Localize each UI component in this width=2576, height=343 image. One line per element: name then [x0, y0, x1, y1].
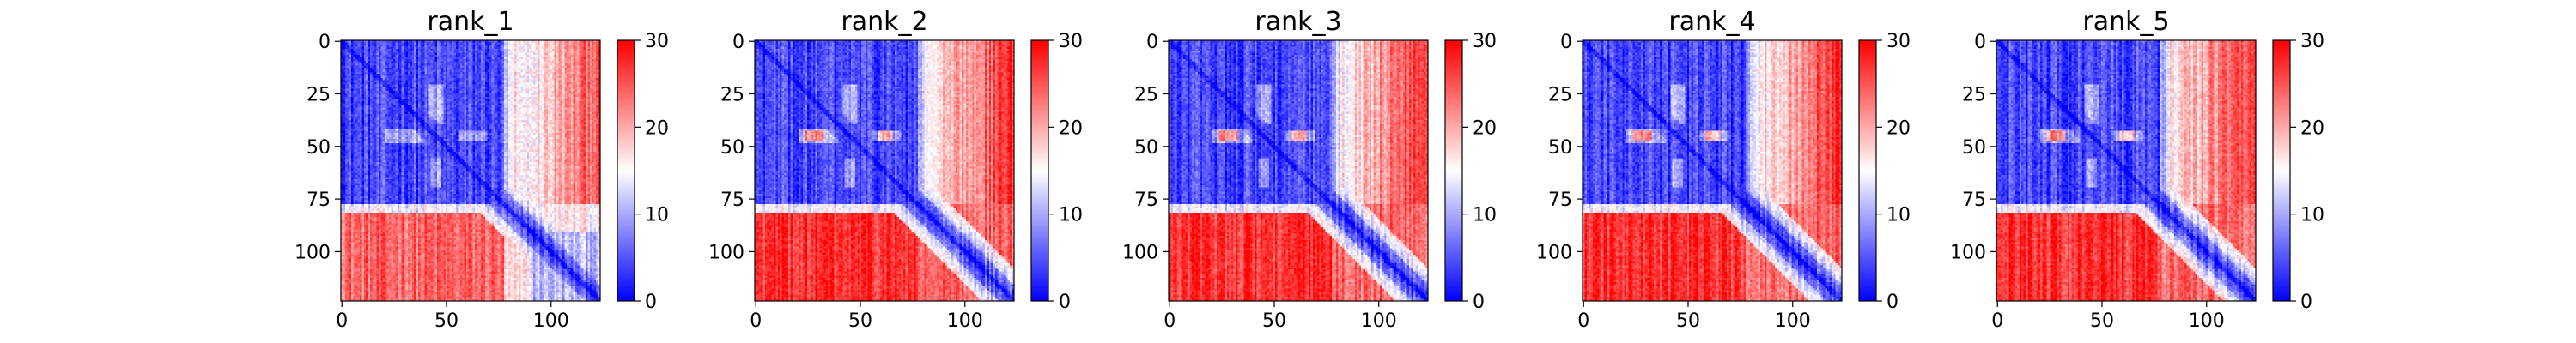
y-tick-label: 0: [319, 32, 331, 53]
panel-title: rank_5: [2082, 7, 2169, 37]
colorbar-tick-label: 0: [1886, 292, 1899, 313]
panel-3: rank_3 0 50 100 0 25 50 75 100 0 10 20 30: [1122, 7, 1497, 332]
colorbar-tick-label: 30: [1886, 31, 1911, 52]
colorbar-tick-label: 10: [2300, 205, 2324, 226]
y-tick-label: 100: [1950, 242, 1986, 263]
y-tick-label: 25: [1962, 85, 1986, 106]
y-tick-label: 0: [1974, 32, 1986, 53]
y-tick-label: 75: [1134, 190, 1158, 211]
x-tick-label: 50: [1262, 310, 1286, 332]
y-tick-label: 25: [720, 85, 744, 106]
colorbar-frame: [1444, 39, 1463, 302]
y-tick-label: 50: [1134, 137, 1158, 159]
heatmap-image: [1996, 40, 2256, 301]
heatmap-image: [1583, 40, 1842, 301]
colorbar-tick-label: 0: [645, 292, 657, 313]
y-tick-label: 75: [307, 190, 331, 211]
axes-frame: [340, 39, 601, 302]
colorbar-tick-label: 30: [645, 31, 669, 52]
colorbar-tick-label: 0: [1059, 292, 1071, 313]
colorbar-tick-label: 20: [1886, 117, 1911, 139]
x-tick-label: 0: [1577, 310, 1589, 332]
x-tick-label: 0: [336, 310, 348, 332]
x-tick-label: 0: [750, 310, 762, 332]
panel-1: rank_1 0 50 100 0 25 50 75 100 0 10 20 30: [295, 7, 669, 332]
y-tick-label: 25: [307, 85, 331, 106]
panel-title: rank_2: [841, 7, 927, 37]
colorbar: [617, 40, 635, 301]
y-tick-label: 0: [1146, 32, 1158, 53]
colorbar: [1031, 40, 1048, 301]
y-tick-label: 50: [1962, 137, 1986, 159]
y-tick-label: 75: [1962, 190, 1986, 211]
colorbar-tick-label: 0: [1473, 292, 1485, 313]
x-tick-label: 50: [2090, 310, 2114, 332]
colorbar: [2273, 40, 2290, 301]
panel-5: rank_5 0 50 100 0 25 50 75 100 0 10 20 30: [1950, 7, 2324, 332]
y-tick-label: 50: [307, 137, 331, 159]
y-tick-label: 100: [1536, 242, 1572, 263]
y-tick-label: 0: [1560, 32, 1572, 53]
y-tick-label: 75: [1548, 190, 1572, 211]
colorbar-tick-label: 10: [645, 205, 669, 226]
y-tick-label: 50: [1548, 137, 1572, 159]
heatmap-image: [755, 40, 1014, 301]
y-tick-label: 25: [1548, 85, 1572, 106]
axes-frame: [1582, 39, 1843, 302]
colorbar-frame: [1858, 39, 1877, 302]
panel-title: rank_1: [427, 7, 513, 37]
axes-frame: [1996, 39, 2257, 302]
colorbar-tick-label: 30: [2300, 31, 2324, 52]
panel-2: rank_2 0 50 100 0 25 50 75 100 0 10 20 30: [708, 7, 1083, 332]
colorbar-tick-label: 30: [1059, 31, 1083, 52]
x-tick-label: 0: [1163, 310, 1176, 332]
x-tick-label: 0: [1991, 310, 2003, 332]
y-tick-label: 0: [732, 32, 744, 53]
colorbar-frame: [617, 39, 635, 302]
heatmap-image: [1169, 40, 1428, 301]
colorbar-tick-label: 10: [1886, 205, 1911, 226]
x-tick-label: 50: [434, 310, 459, 332]
y-tick-label: 100: [1122, 242, 1158, 263]
colorbar-tick-label: 20: [1473, 117, 1497, 139]
axes-frame: [754, 39, 1015, 302]
x-tick-label: 50: [1676, 310, 1700, 332]
axes-frame: [1168, 39, 1429, 302]
colorbar-tick-label: 20: [1059, 117, 1083, 139]
x-tick-label: 100: [533, 310, 569, 332]
x-tick-label: 100: [2189, 310, 2225, 332]
panel-title: rank_4: [1668, 7, 1755, 37]
x-tick-label: 50: [848, 310, 872, 332]
colorbar-frame: [1030, 39, 1049, 302]
colorbar-tick-label: 30: [1473, 31, 1497, 52]
colorbar: [1859, 40, 1876, 301]
heatmap-image: [341, 40, 600, 301]
y-tick-label: 100: [708, 242, 744, 263]
colorbar: [1445, 40, 1462, 301]
y-tick-label: 75: [720, 190, 744, 211]
colorbar-tick-label: 10: [1473, 205, 1497, 226]
colorbar-tick-label: 0: [2300, 292, 2312, 313]
y-tick-label: 25: [1134, 85, 1158, 106]
colorbar-frame: [2272, 39, 2291, 302]
panel-title: rank_3: [1255, 7, 1341, 37]
x-tick-label: 100: [1361, 310, 1397, 332]
y-tick-label: 100: [295, 242, 331, 263]
colorbar-tick-label: 10: [1059, 205, 1083, 226]
colorbar-tick-label: 20: [2300, 117, 2324, 139]
y-tick-label: 50: [720, 137, 744, 159]
panel-4: rank_4 0 50 100 0 25 50 75 100 0 10 20 30: [1536, 7, 1911, 332]
x-tick-label: 100: [1775, 310, 1811, 332]
x-tick-label: 100: [947, 310, 983, 332]
colorbar-tick-label: 20: [645, 117, 669, 139]
